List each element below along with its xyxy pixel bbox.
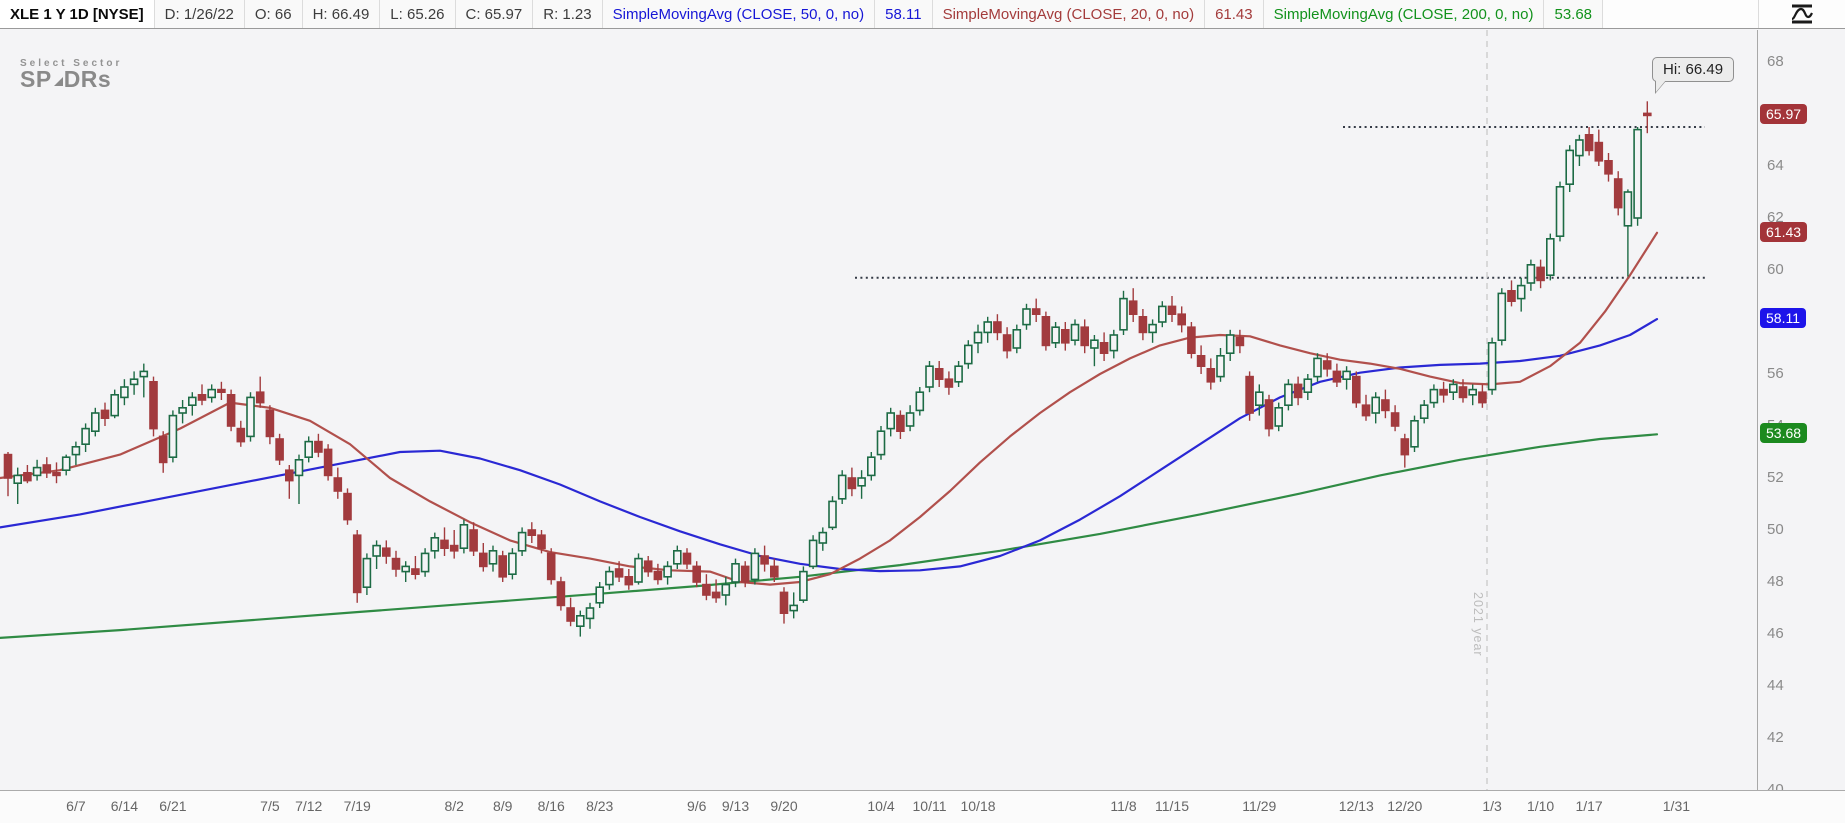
date-tick: 11/15 bbox=[1155, 798, 1189, 814]
spdr-logo-triangle-icon bbox=[53, 77, 63, 86]
date-tick: 1/10 bbox=[1526, 798, 1555, 814]
date-tick: 1/17 bbox=[1575, 798, 1603, 814]
price-tick: 50 bbox=[1767, 521, 1784, 538]
date-tick: 1/31 bbox=[1662, 798, 1691, 814]
price-tick: 64 bbox=[1767, 157, 1784, 174]
date-tick: 7/19 bbox=[343, 798, 371, 814]
price-tick: 52 bbox=[1767, 469, 1784, 486]
date-tick: 10/11 bbox=[912, 798, 947, 814]
indicator-curve-icon[interactable] bbox=[1758, 0, 1845, 28]
price-tick: 56 bbox=[1767, 365, 1784, 382]
date-tick: 11/8 bbox=[1110, 798, 1137, 814]
dotted-resistance-lines bbox=[855, 126, 1705, 279]
indicator-value: 61.43 bbox=[1205, 0, 1264, 28]
date-tick: 9/13 bbox=[721, 798, 750, 814]
price-tag: 58.11 bbox=[1760, 308, 1806, 329]
price-tick: 42 bbox=[1767, 729, 1784, 746]
price-tick: 60 bbox=[1767, 261, 1784, 278]
indicator-label[interactable]: SimpleMovingAvg (CLOSE, 200, 0, no) bbox=[1263, 0, 1545, 28]
high-tooltip: Hi: 66.49 bbox=[1652, 57, 1735, 94]
sma200-line[interactable] bbox=[0, 433, 1659, 640]
header-info-cell: O: 66 bbox=[244, 0, 303, 28]
date-tick: 6/7 bbox=[66, 798, 86, 814]
date-tick: 7/12 bbox=[295, 798, 323, 814]
date-tick: 12/20 bbox=[1387, 798, 1423, 814]
header-spacer bbox=[1603, 0, 1758, 28]
date-tick: 10/18 bbox=[960, 798, 996, 814]
price-tick: 62 bbox=[1767, 209, 1784, 226]
price-axis[interactable]: 68666462605856545250484644424065.9761.43… bbox=[1757, 30, 1845, 798]
price-tag: 61.43 bbox=[1760, 221, 1808, 242]
indicator-value: 53.68 bbox=[1544, 0, 1604, 28]
indicator-label[interactable]: SimpleMovingAvg (CLOSE, 50, 0, no) bbox=[602, 0, 876, 28]
date-tick: 10/4 bbox=[867, 798, 895, 814]
price-tick: 48 bbox=[1767, 573, 1784, 590]
date-tick: 8/2 bbox=[444, 798, 464, 814]
date-tick: 11/29 bbox=[1242, 798, 1277, 814]
date-tick: 12/13 bbox=[1338, 798, 1374, 814]
date-tick: 6/21 bbox=[159, 798, 187, 814]
date-axis[interactable]: 6/7 6/14 6/21 7/5 7/12 7/19 8/2 8/9 8/16 8/23 9/6 9… bbox=[0, 790, 1845, 823]
indicator-value: 58.11 bbox=[875, 0, 933, 28]
year-divider-label: 2021 year bbox=[1471, 592, 1485, 657]
spdr-logo: Select Sector SP DRs bbox=[20, 58, 123, 92]
date-tick: 8/9 bbox=[492, 798, 513, 814]
date-tick: 1/3 bbox=[1482, 798, 1502, 814]
header-info-cell: H: 66.49 bbox=[302, 0, 381, 28]
candles-layer[interactable] bbox=[3, 101, 1652, 637]
price-chart[interactable] bbox=[0, 30, 1757, 790]
price-tick: 44 bbox=[1767, 677, 1784, 694]
indicator-label[interactable]: SimpleMovingAvg (CLOSE, 20, 0, no) bbox=[932, 0, 1206, 28]
spdr-logo-line1: Select Sector bbox=[20, 58, 123, 69]
symbol-title[interactable]: XLE 1 Y 1D [NYSE] bbox=[0, 0, 155, 28]
spdr-logo-line2: SP DRs bbox=[20, 66, 112, 92]
header-info-cell: L: 65.26 bbox=[380, 0, 456, 28]
date-tick: 7/5 bbox=[260, 798, 280, 814]
price-tag: 53.68 bbox=[1760, 423, 1808, 444]
date-tick: 9/6 bbox=[686, 798, 707, 814]
price-tick: 46 bbox=[1767, 625, 1784, 642]
price-tag: 65.97 bbox=[1760, 103, 1808, 124]
date-tick: 8/16 bbox=[537, 798, 565, 814]
date-tick: 9/20 bbox=[770, 798, 798, 814]
sma50-line[interactable] bbox=[0, 318, 1659, 573]
price-tick: 68 bbox=[1767, 53, 1784, 70]
header-info-cell: D: 1/26/22 bbox=[154, 0, 245, 28]
header-info-cell: R: 1.23 bbox=[533, 0, 603, 28]
date-tick: 8/23 bbox=[586, 798, 614, 814]
header-bar: XLE 1 Y 1D [NYSE] D: 1/26/22 O: 66 H: 66.4… bbox=[0, 0, 1845, 29]
header-info-cell: C: 65.97 bbox=[455, 0, 534, 28]
sma20-line[interactable] bbox=[0, 231, 1659, 586]
date-tick: 6/14 bbox=[110, 798, 139, 814]
